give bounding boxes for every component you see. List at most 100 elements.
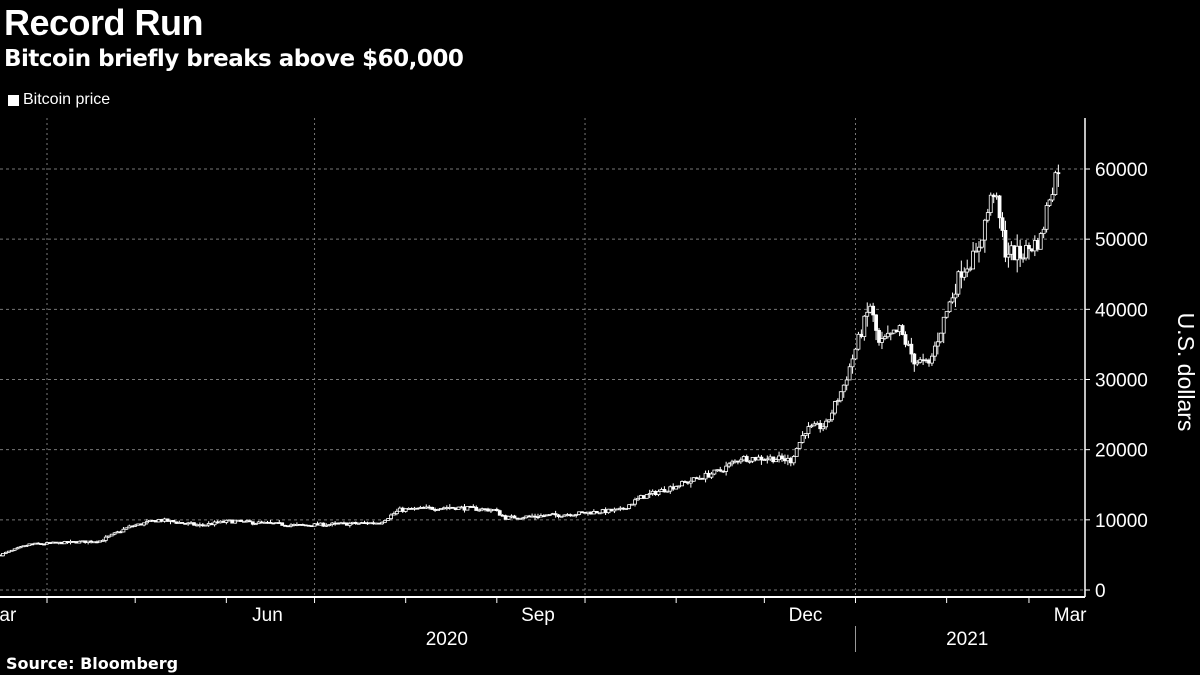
candle [15,547,20,550]
candle [791,456,796,464]
candle [738,459,743,463]
candle [712,469,717,475]
candle [1044,205,1049,230]
candle [6,550,11,553]
candle [665,490,670,493]
candle [109,533,114,537]
candle [553,513,558,516]
candle [644,494,649,499]
candle [321,522,326,527]
candle [794,448,799,457]
candle [403,508,408,512]
candle [436,509,440,511]
candle [941,316,946,334]
candle [103,536,108,541]
y-tick-label: 0 [1095,581,1106,602]
candle [841,384,846,393]
candle [1027,245,1031,250]
candle [688,480,693,484]
candle [947,301,952,313]
candle [977,246,981,252]
candle [844,379,849,386]
candle [630,503,634,506]
candle [1056,172,1061,175]
candle [818,422,823,430]
candle [853,348,858,360]
candle [512,515,517,519]
candle [556,514,561,517]
candle [280,522,285,526]
candle [838,391,843,402]
candle [233,520,238,524]
candle [800,435,805,443]
candle [997,195,1002,219]
candle [935,341,940,347]
candle [847,366,852,381]
y-tick-label: 50000 [1095,230,1148,251]
candle [171,519,176,523]
candle [833,401,837,414]
candle [656,491,661,496]
candle [677,485,681,488]
candle [389,514,393,520]
candle [880,338,884,343]
candle [1003,230,1008,258]
candle [747,460,752,463]
candle [830,412,834,421]
candle [806,426,811,434]
candle [494,508,499,512]
candle [636,498,640,501]
y-axis-label: U.S. dollars [1173,313,1199,432]
candle [574,513,579,516]
candle [203,524,208,527]
x-tick-label: Dec [789,605,823,626]
candle [1000,217,1005,231]
candle [100,540,105,542]
candle [250,521,255,525]
y-tick-label: 20000 [1095,441,1148,462]
candle [142,522,146,526]
candle [974,250,978,253]
candle [765,458,770,461]
candle [888,332,893,335]
candle [662,489,667,493]
candle [877,330,881,343]
legend-swatch [8,94,19,106]
candle [824,420,828,428]
candle [915,361,920,365]
candle [912,353,917,365]
x-tick-label: Jun [252,605,283,626]
candle [985,212,990,221]
year-label: 2021 [946,629,988,650]
candle [759,456,764,461]
candle [559,515,564,518]
candle [1024,245,1028,259]
candle [594,511,599,514]
candle [0,553,5,557]
candle [680,481,684,487]
candle [988,194,993,213]
candle [456,506,461,510]
candle [950,297,955,303]
candle [1006,253,1011,258]
candle [124,527,129,530]
candle [956,271,961,295]
candle [691,477,696,482]
candle [247,520,252,523]
candle [871,305,876,316]
candle [24,545,29,548]
candle [383,520,388,523]
candle [12,548,17,551]
candle [1050,194,1055,201]
candle [850,358,855,368]
candle [647,493,652,496]
candle [624,508,629,510]
candle [903,334,908,345]
candle [224,519,229,523]
candle [938,332,943,343]
candle [42,543,46,546]
x-tick-label: Sep [521,605,555,626]
legend-label: Bitcoin price [23,91,111,108]
candle [1018,245,1023,259]
